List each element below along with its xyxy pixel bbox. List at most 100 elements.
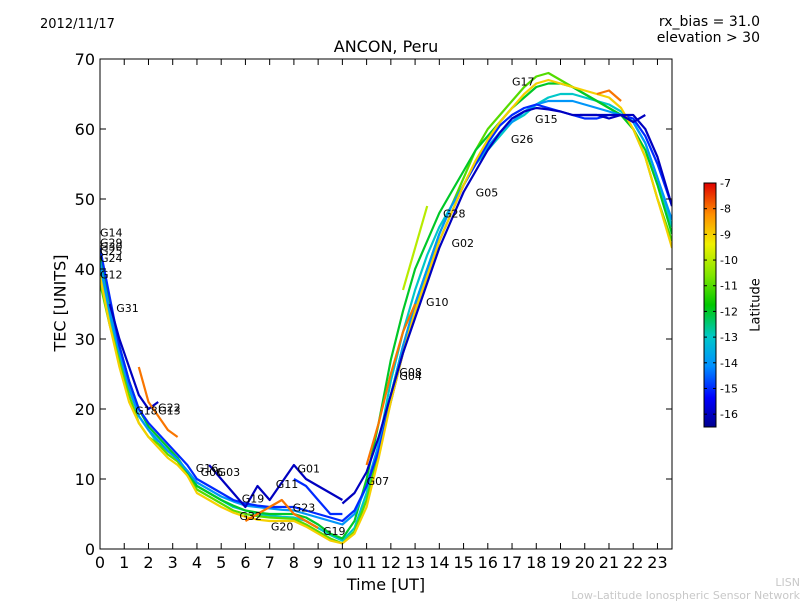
- series-layer: [100, 71, 672, 545]
- series-line-14: [579, 113, 646, 124]
- satellite-label-7: G18: [135, 404, 158, 417]
- series-line-15: [596, 89, 622, 102]
- satellite-label-16: G23: [293, 502, 316, 515]
- satellite-label-15: G19: [242, 493, 265, 506]
- x-tick-label-8: 8: [289, 553, 299, 572]
- y-axis-label: TEC [UNITS]: [50, 254, 70, 352]
- series-line-8: [401, 205, 429, 291]
- series-line-9: [108, 303, 159, 411]
- cb-tick-label-4: -11: [720, 280, 738, 293]
- satellite-label-6: G31: [116, 302, 139, 315]
- watermark-line-2: Low-Latitude Ionospheric Sensor Network: [571, 589, 800, 602]
- x-tick-label-14: 14: [429, 553, 449, 572]
- satellite-label-19: G19: [323, 525, 346, 538]
- x-tick-label-15: 15: [453, 553, 473, 572]
- satellite-label-13: G11: [276, 478, 299, 491]
- y-tick-label-6: 60: [75, 120, 95, 139]
- satellite-label-23: G10: [426, 296, 449, 309]
- colorbar-label: Latitude: [748, 278, 764, 332]
- satellite-label-4: G24: [100, 252, 123, 265]
- x-tick-label-3: 3: [168, 553, 178, 572]
- y-tick-label-7: 70: [75, 50, 95, 69]
- satellite-label-3: G25: [100, 245, 123, 258]
- satellite-label-28: G15: [535, 113, 558, 126]
- y-tick-label-1: 10: [75, 470, 95, 489]
- x-tick-label-23: 23: [647, 553, 667, 572]
- cb-tick-label-0: -7: [720, 177, 731, 190]
- satellite-label-20: G07: [367, 475, 390, 488]
- satellite-label-18: G20: [271, 521, 294, 534]
- satellite-label-9: G13: [158, 404, 181, 417]
- satellite-label-24: G28: [443, 208, 466, 221]
- series-line-4: [100, 103, 672, 523]
- x-tick-label-18: 18: [526, 553, 546, 572]
- y-tick-label-5: 50: [75, 190, 95, 209]
- series-line-10: [137, 366, 179, 438]
- satellite-label-0: G14: [100, 227, 123, 240]
- series-line-6: [341, 106, 672, 505]
- x-tick-label-2: 2: [143, 553, 153, 572]
- cb-tick-label-9: -16: [720, 408, 738, 421]
- series-line-11: [208, 463, 343, 509]
- elevation-label: elevation > 30: [656, 30, 760, 46]
- cb-tick-label-2: -9: [720, 228, 731, 241]
- plot-frame: [99, 58, 673, 550]
- series-line-3: [100, 99, 672, 526]
- satellite-label-10: G16: [196, 462, 219, 475]
- x-tick-label-10: 10: [332, 553, 352, 572]
- x-tick-label-16: 16: [478, 553, 498, 572]
- cb-tick-label-7: -14: [720, 357, 738, 370]
- satellite-label-21: G08: [399, 366, 422, 379]
- x-tick-label-11: 11: [356, 553, 376, 572]
- x-tick-label-20: 20: [575, 553, 595, 572]
- satellite-label-14: G01: [298, 463, 321, 476]
- satellite-label-17: G32: [239, 510, 262, 523]
- satellite-label-11: G06: [201, 466, 224, 479]
- x-tick-label-5: 5: [216, 553, 226, 572]
- satellite-label-25: G02: [451, 237, 474, 250]
- x-axis-label: Time [UT]: [346, 575, 426, 594]
- cb-tick-label-3: -10: [720, 254, 738, 267]
- satellite-label-29: G17: [512, 75, 535, 88]
- series-line-5: [100, 78, 672, 545]
- cb-tick-label-5: -12: [720, 305, 738, 318]
- x-tick-label-19: 19: [550, 553, 570, 572]
- x-tick-label-17: 17: [502, 553, 522, 572]
- x-tick-label-1: 1: [119, 553, 129, 572]
- series-line-7: [365, 303, 417, 466]
- satellite-label-8: G22: [158, 402, 181, 415]
- rx-bias-label: rx_bias = 31.0: [658, 14, 760, 30]
- date-label: 2012/11/17: [40, 17, 115, 32]
- satellite-label-5: G12: [100, 269, 123, 282]
- y-tick-label-4: 40: [75, 260, 95, 279]
- x-tick-label-13: 13: [405, 553, 425, 572]
- x-tick-label-6: 6: [240, 553, 250, 572]
- y-tick-label-2: 20: [75, 400, 95, 419]
- satellite-label-1: G29: [100, 236, 123, 249]
- x-tick-label-12: 12: [381, 553, 401, 572]
- watermark-line-1: LISN: [775, 576, 800, 589]
- x-tick-label-4: 4: [192, 553, 202, 572]
- satellite-label-27: G26: [511, 133, 534, 146]
- colorbar-ticks: -7 -8 -9 -10 -11 -12 -13 -14 -15 -16: [704, 177, 738, 421]
- x-tick-label-21: 21: [599, 553, 619, 572]
- series-line-12: [293, 478, 343, 516]
- y-tick-label-0: 0: [85, 540, 95, 559]
- cb-tick-label-6: -13: [720, 331, 738, 344]
- x-tick-label-22: 22: [623, 553, 643, 572]
- cb-tick-label-8: -15: [720, 382, 738, 395]
- watermark: LISN Low-Latitude Ionospheric Sensor Net…: [571, 576, 800, 602]
- chart-title: ANCON, Peru: [333, 37, 439, 56]
- x-tick-label-9: 9: [313, 553, 323, 572]
- series-line-13: [244, 498, 319, 529]
- ticks-layer: 0 1 2 3 4 5 6 7 8 9 10 11 12 13 14 15 16 17 18 19 20 21 22 2301…: [75, 50, 672, 572]
- satellite-label-26: G05: [476, 187, 499, 200]
- params-annotation: rx_bias = 31.0 elevation > 30: [657, 14, 760, 46]
- satellite-label-12: G03: [218, 466, 241, 479]
- x-tick-label-0: 0: [95, 553, 105, 572]
- x-tick-label-7: 7: [265, 553, 275, 572]
- satellite-label-22: G04: [399, 370, 422, 383]
- y-tick-label-3: 30: [75, 330, 95, 349]
